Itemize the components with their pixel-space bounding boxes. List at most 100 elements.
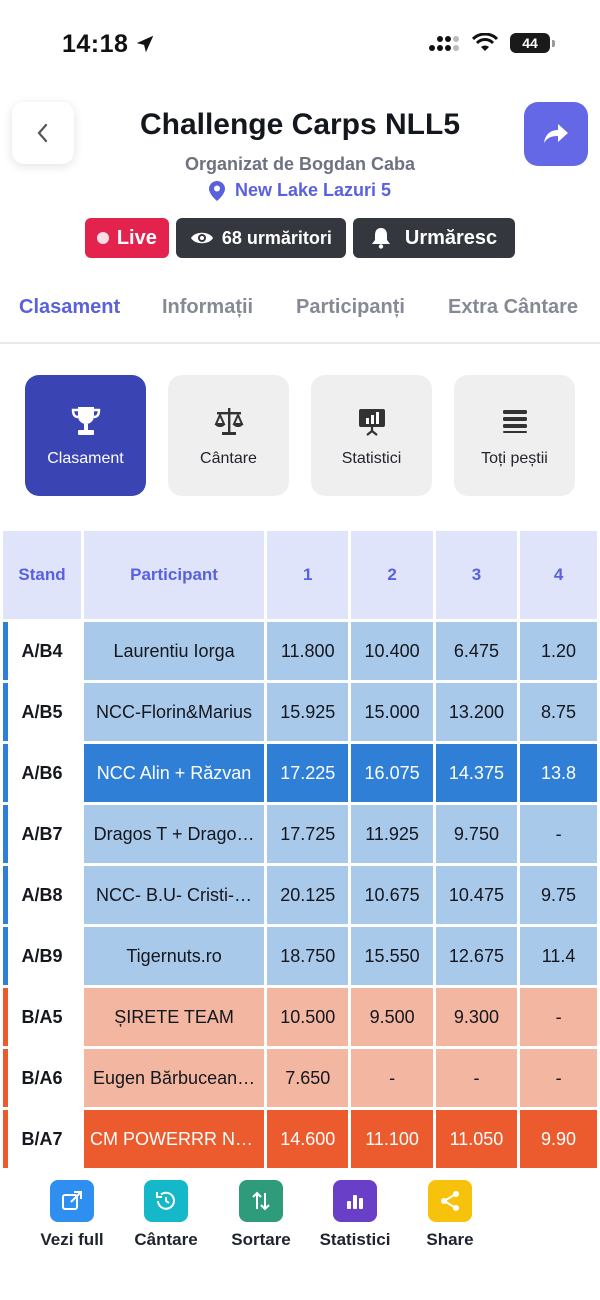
back-button[interactable] <box>12 102 74 164</box>
weight-cell: 9.500 <box>351 988 433 1046</box>
card-clasament[interactable]: Clasament <box>25 375 146 496</box>
battery-icon: 44 <box>510 33 555 53</box>
weight-cell: 8.75 <box>520 683 597 741</box>
stand-cell: B/A7 <box>3 1110 82 1168</box>
table-row[interactable]: B/A7 CM POWERRR Ne… 14.600 11.100 11.050… <box>3 1110 597 1168</box>
weight-cell: 12.675 <box>435 927 518 985</box>
weight-cell: 16.075 <box>351 744 433 802</box>
weight-cell: 13.200 <box>435 683 518 741</box>
followers-label: 68 urmăritori <box>221 227 332 248</box>
weight-cell: - <box>435 1049 518 1107</box>
header-participant[interactable]: Participant <box>84 531 265 619</box>
statistici-label: Statistici <box>319 1230 391 1249</box>
trophy-icon <box>71 406 100 435</box>
weight-cell: 9.300 <box>435 988 518 1046</box>
map-pin-icon <box>208 180 225 201</box>
table-row[interactable]: B/A6 Eugen Bărbucean… 7.650 - - - <box>3 1049 597 1107</box>
view-selector: Clasament Cântare Statistici Toți peștii <box>25 375 575 496</box>
header-stand[interactable]: Stand <box>3 531 82 619</box>
card-label: Clasament <box>47 449 124 467</box>
weight-cell: 9.90 <box>520 1110 597 1168</box>
bell-icon <box>371 228 390 249</box>
location-label: New Lake Lazuri 5 <box>234 180 392 200</box>
table-row[interactable]: A/B6 NCC Alin + Răzvan 17.225 16.075 14.… <box>3 744 597 802</box>
share-bottom-button[interactable]: Share <box>402 1180 498 1250</box>
card-cantare[interactable]: Cântare <box>168 375 289 496</box>
participant-cell: Tigernuts.ro <box>84 927 265 985</box>
table-row[interactable]: A/B9 Tigernuts.ro 18.750 15.550 12.675 1… <box>3 927 597 985</box>
bar-chart-icon <box>333 1180 377 1222</box>
weight-cell: 10.500 <box>267 988 349 1046</box>
participant-cell: Eugen Bărbucean… <box>84 1049 265 1107</box>
header-round-2[interactable]: 2 <box>351 531 433 619</box>
card-label: Toți peștii <box>481 449 548 467</box>
table-row[interactable]: A/B5 NCC-Florin&Marius 15.925 15.000 13.… <box>3 683 597 741</box>
weight-cell: 17.725 <box>267 805 349 863</box>
page-title: Challenge Carps NLL5 <box>139 108 461 141</box>
tab-clasament[interactable]: Clasament <box>19 296 121 318</box>
live-badge: Live <box>84 218 169 258</box>
vezi-full-button[interactable]: Vezi full <box>24 1180 120 1250</box>
statistici-button[interactable]: Statistici <box>307 1180 403 1250</box>
participant-cell: NCC Alin + Răzvan <box>84 744 265 802</box>
cellular-signal-icon <box>429 36 459 51</box>
weight-cell: 9.75 <box>520 866 597 924</box>
sortare-button[interactable]: Sortare <box>213 1180 309 1250</box>
weight-cell: 10.675 <box>351 866 433 924</box>
weight-cell: - <box>520 805 597 863</box>
ranking-grid: Stand Participant 1 2 3 4 A/B4 Laurentiu… <box>0 528 600 1168</box>
weight-cell: 11.050 <box>435 1110 518 1168</box>
organizer-text: Organizat de Bogdan Caba <box>184 154 416 174</box>
live-dot-icon <box>96 232 109 244</box>
tab-participanti[interactable]: Participanți <box>296 296 405 318</box>
participant-cell: CM POWERRR Ne… <box>84 1110 265 1168</box>
tab-informatii[interactable]: Informații <box>162 296 254 318</box>
header-round-3[interactable]: 3 <box>435 531 518 619</box>
location-link[interactable]: New Lake Lazuri 5 <box>0 180 600 201</box>
follow-button[interactable]: Urmăresc <box>352 218 516 258</box>
followers-badge: 68 urmăritori <box>175 218 346 258</box>
cantare-label: Cântare <box>134 1230 198 1249</box>
chevron-left-icon <box>37 123 48 143</box>
header-round-4[interactable]: 4 <box>520 531 597 619</box>
weight-cell: - <box>520 988 597 1046</box>
cantare-button[interactable]: Cântare <box>118 1180 214 1250</box>
status-time: 14:18 <box>62 30 129 58</box>
live-label: Live <box>116 226 157 249</box>
participant-cell: NCC- B.U- Cristi-… <box>84 866 265 924</box>
tab-bar: Clasament Informații Participanți Extra … <box>0 290 600 344</box>
stand-cell: A/B9 <box>3 927 82 985</box>
weight-cell: 14.600 <box>267 1110 349 1168</box>
weight-cell: 18.750 <box>267 927 349 985</box>
eye-icon <box>190 232 213 244</box>
table-header-row: Stand Participant 1 2 3 4 <box>3 531 597 619</box>
share-bottom-label: Share <box>426 1230 474 1249</box>
header-round-1[interactable]: 1 <box>267 531 349 619</box>
table-row[interactable]: A/B8 NCC- B.U- Cristi-… 20.125 10.675 10… <box>3 866 597 924</box>
wifi-icon <box>472 33 498 51</box>
table-row[interactable]: A/B7 Dragos T + Drago… 17.725 11.925 9.7… <box>3 805 597 863</box>
weight-cell: 15.925 <box>267 683 349 741</box>
presentation-chart-icon <box>358 408 385 436</box>
bottom-action-bar: Vezi full Cântare Sortare Statistici Sha… <box>0 1168 600 1300</box>
weight-cell: 11.4 <box>520 927 597 985</box>
stand-cell: A/B5 <box>3 683 82 741</box>
card-label: Statistici <box>341 449 402 467</box>
share-button[interactable] <box>524 102 588 166</box>
tab-extra-cantare[interactable]: Extra Cântare <box>448 296 579 318</box>
table-row[interactable]: A/B4 Laurentiu Iorga 11.800 10.400 6.475… <box>3 622 597 680</box>
table-row[interactable]: B/A5 ȘIRETE TEAM 10.500 9.500 9.300 - <box>3 988 597 1046</box>
participant-cell: Dragos T + Drago… <box>84 805 265 863</box>
card-toti-pestii[interactable]: Toți peștii <box>454 375 575 496</box>
scale-icon <box>213 407 244 435</box>
weight-cell: 20.125 <box>267 866 349 924</box>
weight-cell: 9.750 <box>435 805 518 863</box>
stand-cell: B/A6 <box>3 1049 82 1107</box>
stand-cell: A/B8 <box>3 866 82 924</box>
location-arrow-icon <box>136 35 154 53</box>
weight-cell: 14.375 <box>435 744 518 802</box>
card-statistici[interactable]: Statistici <box>311 375 432 496</box>
ranking-table[interactable]: Stand Participant 1 2 3 4 A/B4 Laurentiu… <box>0 528 600 1168</box>
share-arrow-icon <box>544 124 568 143</box>
weight-cell: 15.000 <box>351 683 433 741</box>
